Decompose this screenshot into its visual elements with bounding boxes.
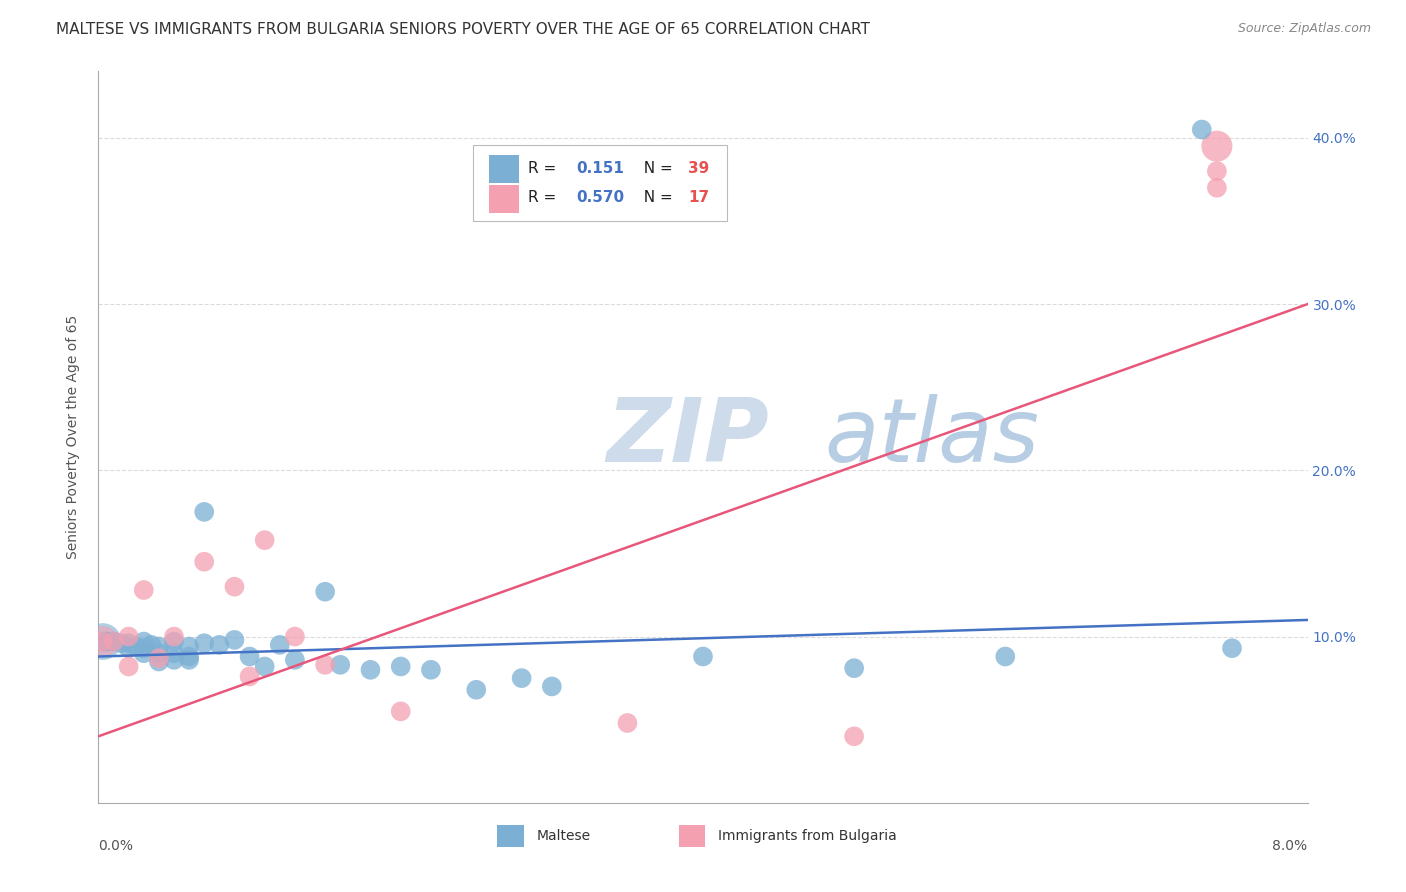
- Point: [163, 646, 186, 660]
- Text: 8.0%: 8.0%: [1272, 839, 1308, 854]
- Point: [91, 634, 114, 648]
- FancyBboxPatch shape: [489, 155, 519, 183]
- Point: [420, 663, 443, 677]
- Point: [540, 680, 562, 694]
- FancyBboxPatch shape: [474, 145, 727, 221]
- Text: 0.570: 0.570: [576, 190, 624, 205]
- Point: [253, 659, 276, 673]
- Point: [284, 630, 307, 644]
- Point: [179, 640, 201, 654]
- Point: [193, 555, 215, 569]
- Point: [1206, 164, 1229, 178]
- Point: [314, 584, 336, 599]
- Point: [1206, 139, 1229, 153]
- Point: [224, 580, 246, 594]
- Text: Maltese: Maltese: [536, 829, 591, 843]
- Point: [994, 649, 1017, 664]
- Text: atlas: atlas: [824, 394, 1039, 480]
- Point: [284, 653, 307, 667]
- Point: [844, 729, 866, 743]
- Point: [389, 705, 412, 719]
- Text: R =: R =: [527, 161, 561, 176]
- Point: [132, 641, 155, 656]
- Point: [110, 636, 132, 650]
- Point: [141, 638, 163, 652]
- Point: [193, 636, 215, 650]
- Point: [118, 659, 141, 673]
- Text: N =: N =: [634, 190, 678, 205]
- Point: [118, 636, 141, 650]
- Point: [193, 505, 215, 519]
- Point: [91, 634, 114, 648]
- Text: 39: 39: [689, 161, 710, 176]
- Point: [510, 671, 533, 685]
- Point: [616, 716, 638, 731]
- Text: ZIP: ZIP: [606, 393, 769, 481]
- Point: [1206, 180, 1229, 194]
- Point: [148, 651, 170, 665]
- Point: [163, 653, 186, 667]
- Point: [148, 640, 170, 654]
- Point: [132, 634, 155, 648]
- Point: [208, 638, 231, 652]
- Point: [239, 669, 262, 683]
- Point: [360, 663, 382, 677]
- FancyBboxPatch shape: [489, 185, 519, 212]
- Point: [314, 657, 336, 672]
- Point: [253, 533, 276, 548]
- Text: 0.151: 0.151: [576, 161, 624, 176]
- Point: [269, 638, 291, 652]
- Text: R =: R =: [527, 190, 561, 205]
- Point: [125, 640, 148, 654]
- Point: [118, 641, 141, 656]
- Text: 0.0%: 0.0%: [98, 839, 134, 854]
- Text: MALTESE VS IMMIGRANTS FROM BULGARIA SENIORS POVERTY OVER THE AGE OF 65 CORRELATI: MALTESE VS IMMIGRANTS FROM BULGARIA SENI…: [56, 22, 870, 37]
- Point: [844, 661, 866, 675]
- Point: [329, 657, 352, 672]
- Y-axis label: Seniors Poverty Over the Age of 65: Seniors Poverty Over the Age of 65: [66, 315, 80, 559]
- Text: 17: 17: [689, 190, 710, 205]
- Point: [118, 630, 141, 644]
- Point: [179, 653, 201, 667]
- Point: [163, 634, 186, 648]
- Point: [465, 682, 488, 697]
- Point: [132, 646, 155, 660]
- Point: [692, 649, 714, 664]
- FancyBboxPatch shape: [498, 825, 524, 847]
- Point: [94, 634, 117, 648]
- Point: [91, 634, 114, 648]
- Point: [239, 649, 262, 664]
- Point: [179, 649, 201, 664]
- Point: [224, 632, 246, 647]
- Point: [1191, 122, 1213, 136]
- Point: [1220, 641, 1243, 656]
- Text: Source: ZipAtlas.com: Source: ZipAtlas.com: [1237, 22, 1371, 36]
- Point: [148, 655, 170, 669]
- Text: N =: N =: [634, 161, 678, 176]
- Point: [103, 634, 125, 648]
- FancyBboxPatch shape: [679, 825, 706, 847]
- Point: [132, 582, 155, 597]
- Point: [103, 634, 125, 648]
- Point: [163, 630, 186, 644]
- Point: [148, 646, 170, 660]
- Text: Immigrants from Bulgaria: Immigrants from Bulgaria: [717, 829, 896, 843]
- Point: [389, 659, 412, 673]
